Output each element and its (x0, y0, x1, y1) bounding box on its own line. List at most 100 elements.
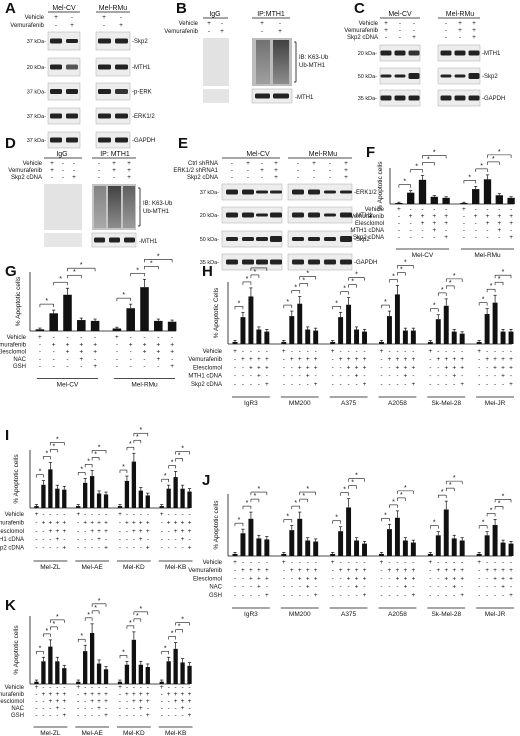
sign-mark: - (261, 160, 263, 167)
sign-mark: - (437, 364, 439, 371)
sign-mark: - (299, 348, 301, 355)
sign-mark: - (429, 575, 431, 582)
bar (484, 314, 490, 344)
sign-mark: + (363, 567, 367, 574)
sign-mark: - (510, 206, 512, 213)
bar (55, 661, 60, 684)
sign-mark: - (283, 592, 285, 599)
group-label: Mel-AE (81, 730, 103, 736)
sign-mark: - (412, 584, 414, 591)
mw-marker: 37 kDa- (27, 114, 46, 120)
sign-mark: - (313, 174, 315, 181)
sign-mark: + (118, 684, 122, 691)
significance-star: * (164, 473, 167, 480)
sign-mark: + (62, 712, 66, 719)
significance-star: * (468, 174, 471, 181)
sign-mark: - (463, 213, 465, 220)
sign-mark: - (498, 206, 500, 213)
sign-mark: - (502, 381, 504, 388)
sign-mark: + (127, 174, 131, 181)
sign-mark: - (119, 519, 121, 526)
bar (83, 651, 88, 684)
bar (338, 531, 344, 556)
sign-mark: - (445, 373, 447, 380)
sign-mark: - (388, 364, 390, 371)
significance-star: * (139, 606, 142, 613)
sign-mark: + (355, 575, 359, 582)
significance-star: * (164, 645, 167, 652)
mw-marker: 20 kDa- (358, 51, 377, 57)
sign-mark: - (355, 381, 357, 388)
sign-mark: - (429, 381, 431, 388)
sign-mark: - (181, 511, 183, 518)
sign-mark: - (340, 584, 342, 591)
sign-mark: - (332, 381, 334, 388)
sign-mark: - (445, 227, 447, 234)
significance-star: * (492, 156, 495, 163)
sign-mark: + (62, 691, 66, 698)
bar (442, 197, 450, 204)
sign-mark: - (347, 381, 349, 388)
sign-mark: - (49, 684, 51, 691)
sign-mark: + (477, 559, 481, 566)
significance-star: * (52, 621, 55, 628)
significance-star: * (258, 262, 261, 269)
sign-mark: - (242, 559, 244, 566)
sign-mark: - (234, 373, 236, 380)
significance-star: * (246, 276, 249, 283)
sign-mark: - (181, 545, 183, 552)
sign-mark: - (380, 567, 382, 574)
bar (472, 189, 480, 204)
sign-mark: - (283, 584, 285, 591)
sign-mark: - (208, 28, 210, 35)
sign-mark: - (266, 348, 268, 355)
sign-mark: - (119, 536, 121, 543)
sign-mark: - (126, 712, 128, 719)
sign-mark: + (143, 349, 147, 356)
bar (138, 664, 143, 684)
significance-star: * (129, 441, 132, 448)
sign-mark: - (126, 536, 128, 543)
blot-E-band (270, 259, 282, 265)
sign-mark: + (104, 698, 108, 705)
mw-marker: 35 kDa- (358, 96, 377, 102)
sign-mark: - (283, 575, 285, 582)
sign-mark: - (126, 698, 128, 705)
sign-mark: - (380, 356, 382, 363)
significance-star: * (449, 280, 452, 287)
significance-star: * (482, 297, 485, 304)
treatment-label: Skp2 cDNA (187, 175, 218, 181)
sign-mark: - (347, 348, 349, 355)
bar (281, 553, 287, 556)
sign-mark: + (314, 592, 318, 599)
significance-star: * (482, 520, 485, 527)
sign-mark: + (42, 691, 46, 698)
panel-letter-K: K (5, 597, 16, 614)
sign-mark: - (380, 381, 382, 388)
bar (451, 331, 457, 344)
panel-letter-F: F (366, 144, 375, 161)
blot-C-band (454, 74, 466, 78)
sign-mark: - (486, 348, 488, 355)
sign-mark: - (168, 698, 170, 705)
sign-mark: + (90, 528, 94, 535)
bar (166, 661, 171, 684)
blot-C-band (440, 50, 452, 56)
sign-mark: + (363, 575, 367, 582)
significance-star: * (178, 624, 181, 631)
blot-E-band (340, 190, 352, 194)
panel-letter-C: C (354, 0, 365, 17)
sign-mark: - (486, 559, 488, 566)
sign-mark: - (168, 684, 170, 691)
sign-mark: - (283, 567, 285, 574)
bar (402, 540, 408, 556)
panel-letter-D: D (5, 135, 16, 152)
sign-mark: + (132, 691, 136, 698)
significance-star: * (157, 253, 160, 260)
sign-mark: + (397, 206, 401, 213)
sign-mark: + (265, 364, 269, 371)
blot-B-igg-bottom (203, 89, 229, 103)
blot-B-band (273, 93, 289, 99)
blot-E-band (242, 237, 254, 241)
bar (240, 533, 246, 556)
